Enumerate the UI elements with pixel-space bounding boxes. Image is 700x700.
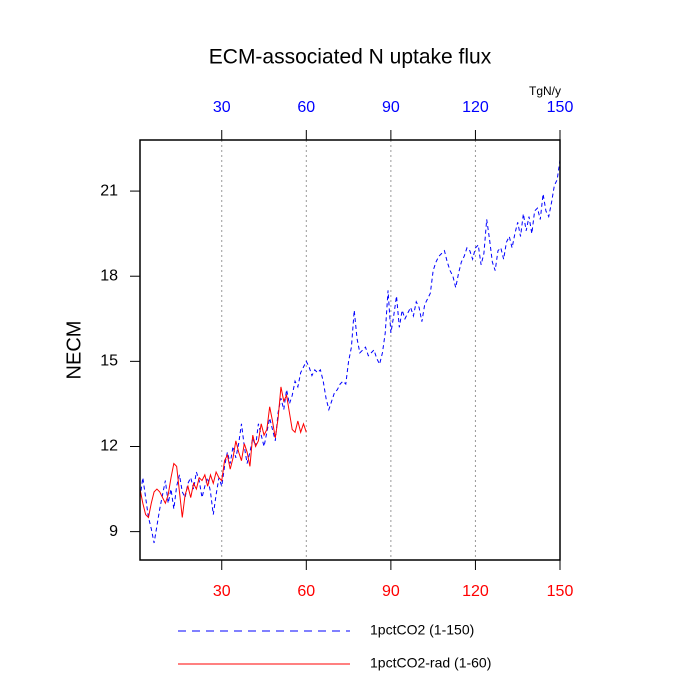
x-tick-label: 150 [547, 583, 574, 600]
x-tick-label: 60 [297, 583, 315, 600]
legend-label: 1pctCO2-rad (1-60) [370, 655, 491, 671]
y-tick-label: 18 [100, 267, 118, 284]
x-top-tick-label: 120 [462, 99, 489, 116]
x-top-tick-label: 30 [213, 99, 231, 116]
x-tick-label: 90 [382, 583, 400, 600]
x-tick-label: 30 [213, 583, 231, 600]
plot-frame [139, 139, 561, 561]
series-line [139, 159, 561, 544]
legend-label: 1pctCO2 (1-150) [370, 622, 474, 638]
y-tick-label: 12 [100, 438, 118, 455]
chart-title: ECM-associated N uptake flux [209, 46, 492, 69]
y-tick-label: 15 [100, 353, 118, 370]
units-label: TgN/y [529, 84, 561, 98]
x-top-tick-label: 60 [297, 99, 315, 116]
y-tick-label: 9 [109, 523, 118, 540]
series-line [139, 386, 307, 519]
x-tick-label: 120 [462, 583, 489, 600]
y-axis-label: NECM [63, 321, 85, 380]
y-tick-label: 21 [100, 182, 118, 199]
x-top-tick-label: 90 [382, 99, 400, 116]
x-top-tick-label: 150 [547, 99, 574, 116]
